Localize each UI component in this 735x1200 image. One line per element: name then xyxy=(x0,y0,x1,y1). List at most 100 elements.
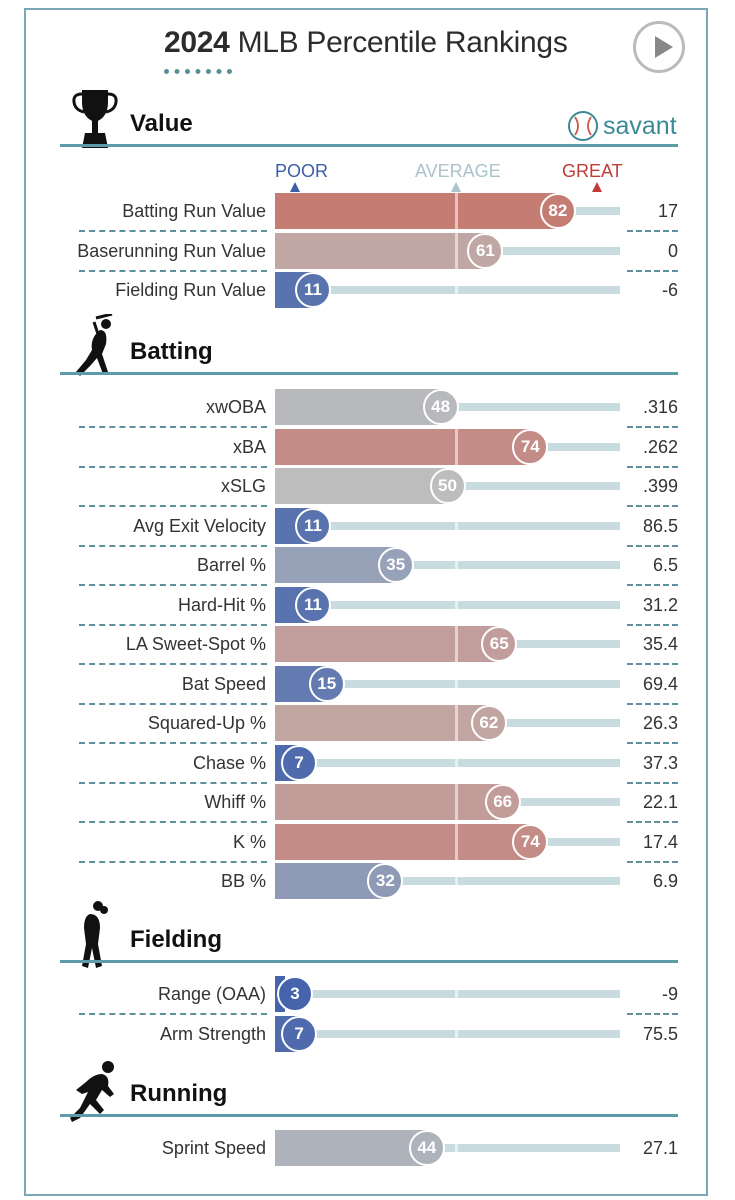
percentile-badge: 66 xyxy=(484,784,521,820)
metric-value: .399 xyxy=(642,476,678,496)
metric-row[interactable]: Hard-Hit % 31.2 11 xyxy=(0,586,735,626)
section-line-fielding xyxy=(60,960,678,963)
average-midline xyxy=(455,784,458,820)
row-divider xyxy=(627,584,678,586)
metric-row[interactable]: BB % 6.9 32 xyxy=(0,863,735,899)
runner-icon xyxy=(70,1061,114,1122)
legend-poor: POOR xyxy=(275,161,329,181)
row-divider xyxy=(79,821,267,823)
percentile-track xyxy=(557,207,620,215)
metric-label: xBA xyxy=(232,436,266,457)
percentile-badge: 50 xyxy=(429,468,466,504)
row-divider xyxy=(79,702,267,705)
percentile-bar xyxy=(275,626,500,662)
section-line-batting xyxy=(60,372,678,375)
metric-label: Arm Strength xyxy=(159,1023,266,1044)
fielder-icon xyxy=(82,901,108,968)
average-midline xyxy=(455,665,458,702)
row-divider xyxy=(79,584,267,586)
average-midline xyxy=(455,823,458,860)
legend-average: AVERAGE xyxy=(415,161,501,181)
section-line-value xyxy=(60,144,678,147)
percentile-track xyxy=(299,1029,620,1038)
metric-row[interactable]: Sprint Speed 27.1 44 xyxy=(0,1130,735,1166)
trophy-icon xyxy=(72,90,118,148)
row-divider xyxy=(627,426,678,428)
metric-row[interactable]: Avg Exit Velocity 86.5 11 xyxy=(0,507,735,547)
percentile-badge: 11 xyxy=(294,586,331,623)
percentile-track xyxy=(530,442,620,451)
legend-poor-marker xyxy=(290,182,300,192)
row-divider xyxy=(79,860,267,863)
row-divider xyxy=(79,1013,267,1015)
metric-row[interactable]: Whiff % 22.1 66 xyxy=(0,784,735,823)
metric-label: Fielding Run Value xyxy=(115,280,266,300)
metric-row[interactable]: LA Sweet-Spot % 35.4 65 xyxy=(0,626,735,665)
metric-row[interactable]: xwOBA .316 48 xyxy=(0,389,735,428)
percentile-badge: 44 xyxy=(408,1130,445,1166)
metric-value: 37.3 xyxy=(642,752,678,773)
percentile-track xyxy=(312,600,620,609)
row-divider xyxy=(79,426,267,428)
percentile-track xyxy=(426,1144,620,1152)
row-divider xyxy=(627,230,678,232)
metric-row[interactable]: Squared-Up % 26.3 62 xyxy=(0,705,735,744)
metric-row[interactable]: xBA .262 74 xyxy=(0,428,735,468)
percentile-bar xyxy=(275,428,531,465)
percentile-track xyxy=(299,758,620,767)
average-midline xyxy=(455,626,458,662)
metric-label: Chase % xyxy=(192,752,266,773)
metric-value: 35.4 xyxy=(642,634,678,654)
row-divider xyxy=(79,781,267,784)
metric-row[interactable]: Bat Speed 69.4 15 xyxy=(0,665,735,705)
percentile-track xyxy=(395,561,620,569)
percentile-bar xyxy=(275,1130,427,1166)
percentile-bar xyxy=(275,823,531,860)
metric-value: 6.9 xyxy=(652,871,678,891)
row-divider xyxy=(79,544,267,547)
metric-row[interactable]: Batting Run Value 17 82 xyxy=(0,193,735,232)
play-icon[interactable] xyxy=(633,21,685,73)
percentile-bar xyxy=(275,232,486,269)
row-divider xyxy=(79,230,267,232)
average-midline xyxy=(455,586,458,623)
metric-row[interactable]: Arm Strength 75.5 7 xyxy=(0,1015,735,1052)
average-midline xyxy=(455,507,458,544)
metric-row[interactable]: K % 17.4 74 xyxy=(0,823,735,863)
average-midline xyxy=(455,193,458,229)
metric-label: Bat Speed xyxy=(181,673,266,694)
metric-row[interactable]: Barrel % 6.5 35 xyxy=(0,547,735,586)
metric-value: 6.5 xyxy=(652,555,678,575)
metric-label: BB % xyxy=(220,871,266,891)
row-divider xyxy=(79,465,267,468)
page-title: 2024 MLB Percentile Rankings xyxy=(164,26,568,60)
percentile-badge: 65 xyxy=(481,626,518,662)
section-title-value: Value xyxy=(130,110,193,137)
metric-row[interactable]: Chase % 37.3 7 xyxy=(0,744,735,784)
baseball-icon xyxy=(568,111,598,141)
metric-label: Avg Exit Velocity xyxy=(133,515,266,536)
metric-value: -9 xyxy=(661,984,678,1004)
metric-row[interactable]: Baserunning Run Value 0 61 xyxy=(0,232,735,272)
percentile-track xyxy=(326,679,620,688)
metric-row[interactable]: Range (OAA) -9 3 xyxy=(0,976,735,1015)
percentile-track xyxy=(385,877,620,885)
metric-row[interactable]: Fielding Run Value -6 11 xyxy=(0,272,735,308)
average-midline xyxy=(455,272,458,308)
metric-value: 26.3 xyxy=(642,713,678,733)
percentile-badge: 61 xyxy=(467,232,504,269)
percentile-badge: 74 xyxy=(512,428,549,465)
row-divider xyxy=(627,505,678,507)
percentile-badge: 3 xyxy=(277,976,313,1012)
percentile-bar xyxy=(275,863,386,899)
metric-label: Sprint Speed xyxy=(161,1138,266,1158)
savant-logo[interactable]: savant xyxy=(567,110,677,142)
percentile-badge: 11 xyxy=(294,507,331,544)
percentile-badge: 82 xyxy=(539,193,576,229)
average-midline xyxy=(455,744,458,781)
metric-label: LA Sweet-Spot % xyxy=(125,634,266,654)
percentile-track xyxy=(312,521,620,530)
legend-great-marker xyxy=(592,182,602,192)
metric-row[interactable]: xSLG .399 50 xyxy=(0,468,735,507)
title-underline xyxy=(164,69,232,74)
